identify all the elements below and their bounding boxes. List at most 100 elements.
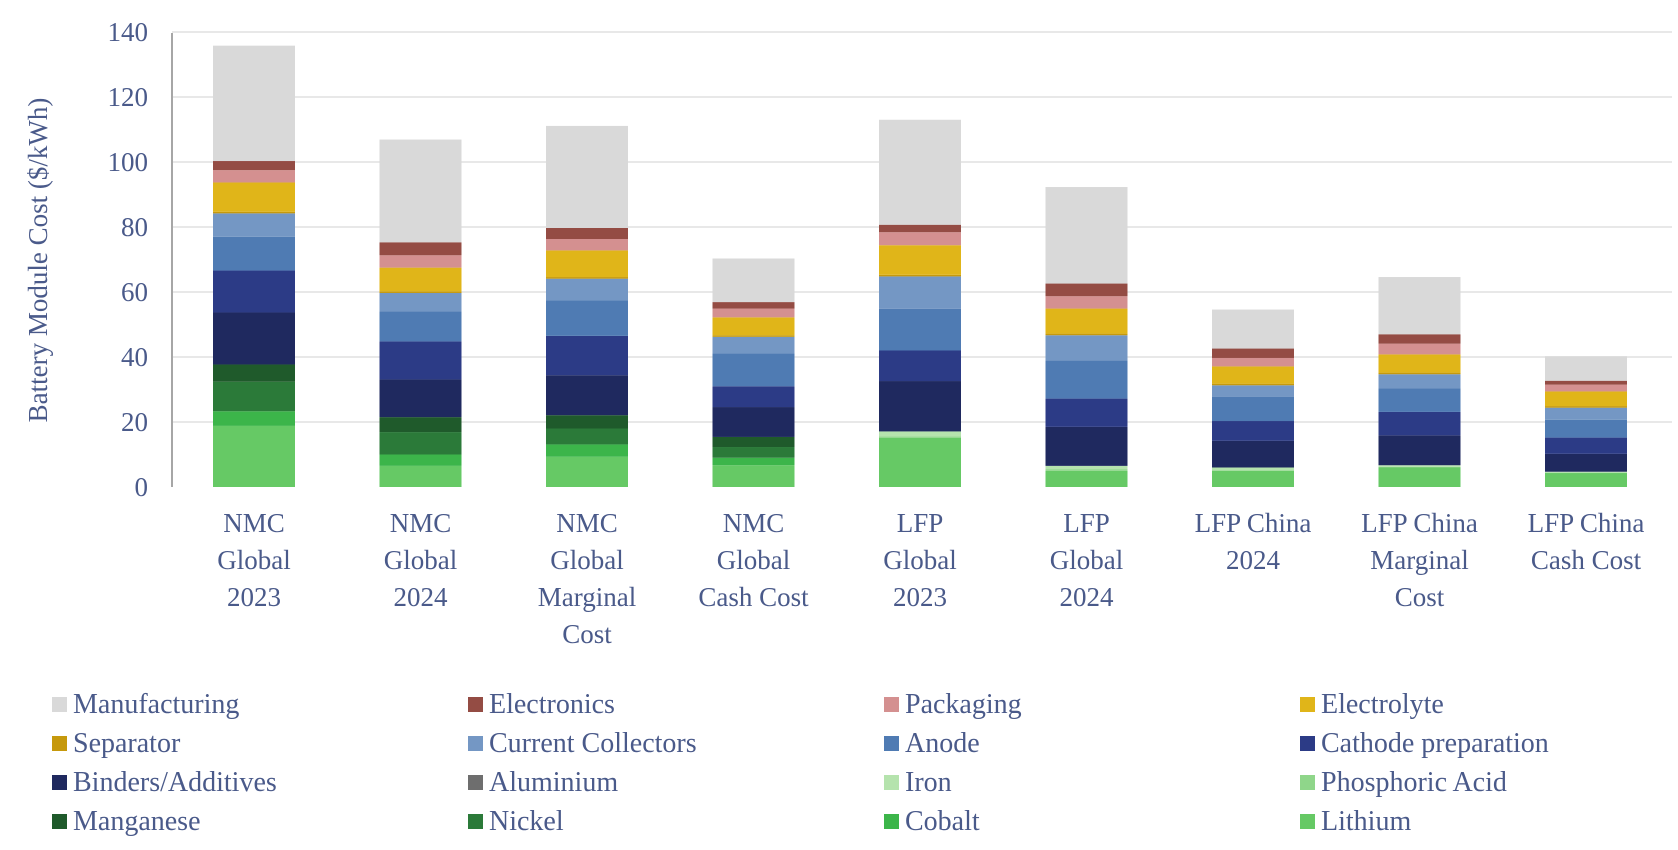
bar-segment-anode [379,311,462,342]
x-tick-label-line: 2023 [227,582,281,612]
bar-segment-binders-additives [879,381,961,432]
bars [213,45,1627,487]
bar-segment-current-collectors [1212,385,1294,397]
y-tick-label: 40 [121,342,148,372]
x-tick-label-line: Cost [562,619,612,649]
x-tick-label: LFP China 2024 [1195,508,1312,575]
bar-segment-current-collectors [712,336,795,354]
x-tick-label-line: Global [217,545,291,575]
x-tick-labels: NMC Global 2023 NMC Global 2024 NMC Global Margi… [217,508,1644,649]
legend-label: Anode [905,727,980,759]
x-tick-label-line: Global [384,545,458,575]
x-tick-label-line: Cost [1395,582,1445,612]
bar-segment-electrolyte [379,267,462,292]
bar-stack [1045,187,1128,487]
y-tick-label: 60 [121,277,148,307]
bar-segment-packaging [213,170,295,183]
legend-item: Manufacturing [52,688,468,721]
bar-stack [1378,277,1461,487]
bar-segment-nickel [213,381,295,412]
x-tick-label-line: 2024 [1060,582,1115,612]
bar-segment-separator [879,274,961,277]
bar-segment-cathode-preparation [379,341,462,380]
bar-segment-electrolyte [712,317,795,336]
bar-segment-lithium [213,425,295,487]
bar-segment-phosphoric-acid [1378,466,1461,468]
legend-item: Manganese [52,805,468,838]
bar-segment-manufacturing [1378,277,1461,335]
bar-segment-electronics [1378,334,1461,344]
x-tick-label-line: Cash Cost [1531,545,1642,575]
bar-segment-packaging [1545,384,1627,392]
y-tick-labels: 0 20 40 60 80 100 120 140 [108,17,149,502]
bar-segment-current-collectors [1545,407,1627,420]
legend-swatch [1300,775,1315,790]
bar-segment-packaging [1378,343,1461,355]
bar-segment-separator [1212,383,1294,386]
y-axis-title: Battery Module Cost ($/kWh) [23,98,53,423]
bar-segment-lithium [1545,473,1627,487]
legend-label: Iron [905,766,952,798]
bar-segment-manufacturing [213,45,295,162]
legend-item: Electrolyte [1300,688,1672,721]
bar-segment-cathode-preparation [546,335,628,376]
bar-segment-electronics [546,227,628,240]
bar-segment-current-collectors [879,276,961,309]
legend-swatch [52,697,67,712]
bar-stack [879,119,961,487]
x-tick-label-line: Marginal [1370,545,1468,575]
legend-item: Lithium [1300,805,1672,838]
bar-segment-lithium [712,465,795,487]
bar-segment-binders-additives [379,379,462,418]
bar-segment-packaging [1212,357,1294,367]
bar-segment-anode [712,353,795,387]
bar-segment-binders-additives [1045,426,1128,466]
bar-segment-phosphoric-acid [1045,469,1128,471]
bar-segment-electronics [1045,283,1128,297]
bar-segment-cobalt [213,411,295,426]
bar-segment-nickel [379,432,462,455]
bar-segment-current-collectors [1378,374,1461,389]
x-tick-label-line: Cash Cost [698,582,809,612]
bar-segment-separator [546,277,628,279]
bar-segment-anode [1378,388,1461,412]
x-tick-label: NMC Global Cash Cost [698,508,809,612]
x-tick-label: LFP China Marginal Cost [1361,508,1478,612]
bar-segment-phosphoric-acid [1212,470,1294,471]
bar-segment-electrolyte [213,182,295,212]
bar-segment-electrolyte [546,250,628,278]
x-tick-label: LFP China Cash Cost [1528,508,1645,575]
y-tick-label: 120 [108,82,149,112]
legend-item: Nickel [468,805,884,838]
bar-segment-manufacturing [712,258,795,303]
y-tick-label: 20 [121,407,148,437]
bar-segment-packaging [1045,296,1128,309]
bar-segment-electronics [1545,380,1627,385]
legend-label: Manganese [73,805,201,837]
bar-segment-iron [1212,467,1294,471]
bar-segment-anode [1212,396,1294,422]
x-tick-label-line: NMC [390,508,452,538]
bar-segment-iron [1545,471,1627,473]
bar-segment-phosphoric-acid [879,436,961,438]
bar-segment-lithium [379,465,462,487]
bar-segment-electrolyte [1212,366,1294,384]
bar-segment-cathode-preparation [213,270,295,313]
bar-segment-packaging [546,239,628,251]
legend-item: Iron [884,766,1300,799]
bar-segment-binders-additives [1378,435,1461,466]
bar-segment-lithium [1212,470,1294,487]
x-tick-label-line: Global [717,545,791,575]
bar-segment-electrolyte [1045,308,1128,334]
bar-stack [379,139,462,487]
x-tick-label-line: 2024 [1226,545,1281,575]
bar-segment-binders-additives [712,407,795,437]
legend-item: Electronics [468,688,884,721]
legend-item: Binders/Additives [52,766,468,799]
bar-segment-cobalt [546,444,628,457]
bar-segment-separator [213,211,295,214]
x-tick-label: NMC Global 2023 [217,508,291,612]
legend-swatch [468,814,483,829]
bar-segment-packaging [379,255,462,268]
x-tick-label-line: LFP China [1195,508,1312,538]
